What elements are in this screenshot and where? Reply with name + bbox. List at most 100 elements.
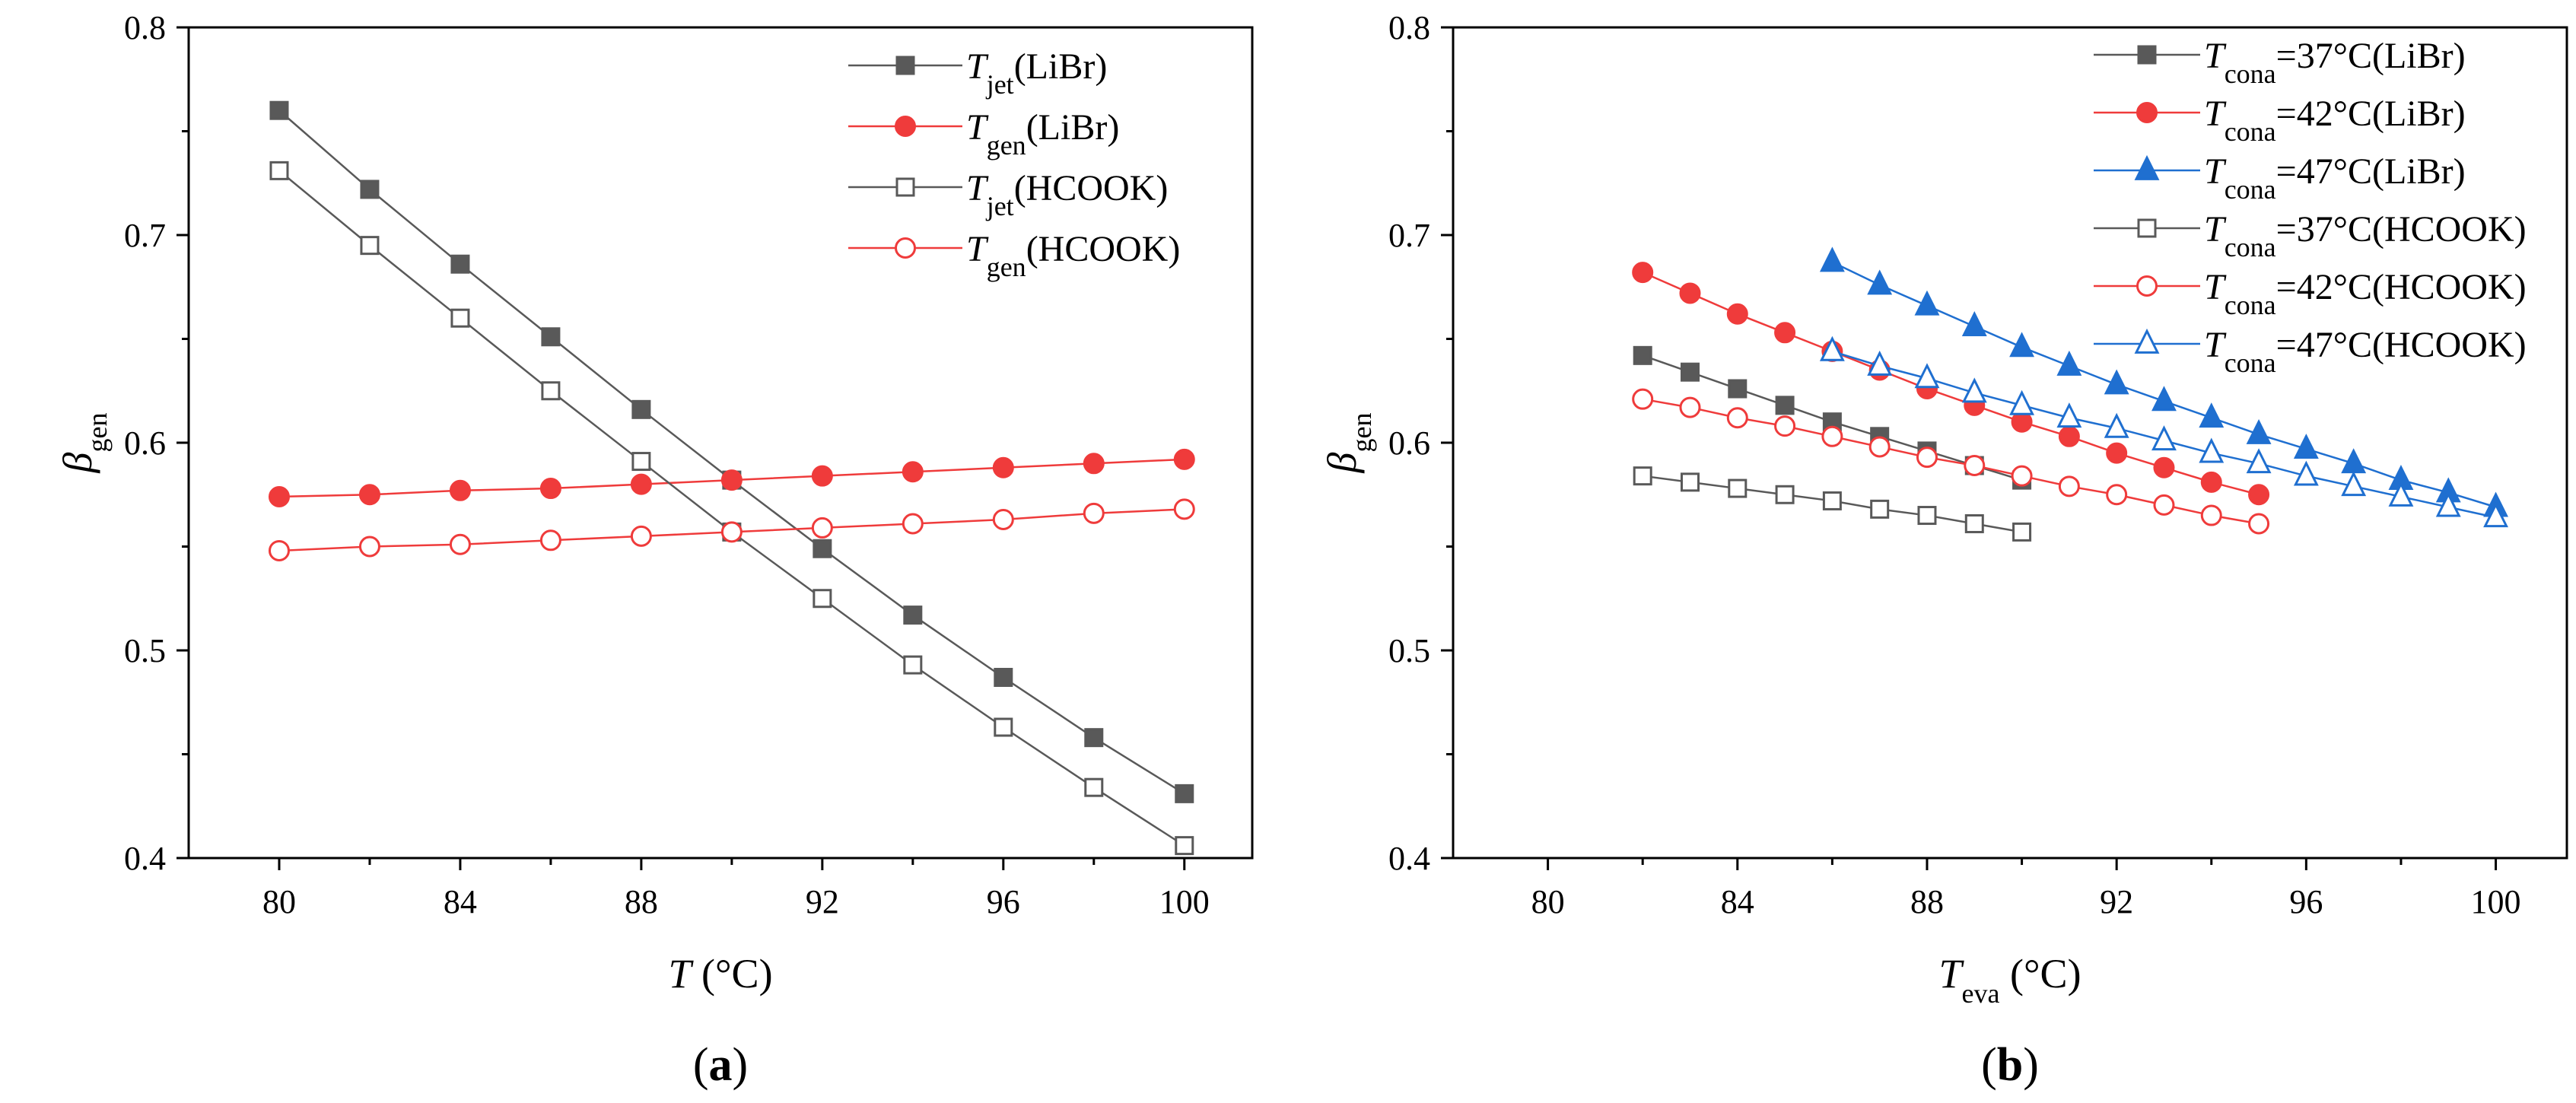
series-4 bbox=[268, 498, 1195, 561]
data-point bbox=[2246, 448, 2272, 474]
data-point bbox=[1173, 498, 1195, 520]
series-2 bbox=[268, 448, 1195, 507]
data-point bbox=[903, 655, 923, 675]
legend-swatch-marker bbox=[2136, 102, 2158, 123]
series-line bbox=[278, 110, 1185, 795]
panel-caption: (b) bbox=[1981, 1039, 2039, 1091]
x-tick-label: 84 bbox=[1721, 883, 1754, 920]
data-point bbox=[1914, 363, 1940, 389]
data-point bbox=[450, 254, 470, 274]
data-point bbox=[2341, 471, 2367, 497]
data-point bbox=[1632, 262, 1654, 284]
data-point bbox=[2151, 386, 2177, 412]
legend-swatch-marker bbox=[2137, 218, 2157, 238]
y-tick-label: 0.8 bbox=[124, 9, 166, 46]
data-point bbox=[2483, 502, 2508, 528]
legend-swatch-marker bbox=[895, 56, 915, 75]
data-point bbox=[2058, 425, 2080, 447]
data-point bbox=[1680, 362, 1700, 382]
data-point bbox=[1175, 836, 1194, 856]
x-axis-title: T (°C) bbox=[668, 951, 772, 997]
x-tick-label: 84 bbox=[444, 883, 477, 920]
legend-item: Tjet(HCOOK) bbox=[848, 168, 1168, 221]
data-point bbox=[1175, 784, 1194, 803]
data-point bbox=[1083, 502, 1105, 524]
data-point bbox=[1868, 436, 1891, 458]
y-tick-label: 0.5 bbox=[124, 632, 166, 669]
data-point bbox=[994, 667, 1013, 687]
data-point bbox=[992, 456, 1014, 478]
data-point bbox=[811, 517, 833, 539]
legend: Tjet(LiBr) Tgen(LiBr) Tjet(HCOOK) Tgen(HCOO… bbox=[848, 46, 1180, 282]
data-point bbox=[2106, 484, 2128, 506]
series-5 bbox=[1632, 388, 2270, 535]
x-tick-label: 92 bbox=[2100, 883, 2133, 920]
legend-item: Tcona=47°C(LiBr) bbox=[2094, 151, 2466, 205]
data-point bbox=[449, 479, 471, 501]
legend-swatch-marker bbox=[895, 177, 915, 197]
data-point bbox=[631, 399, 651, 419]
legend-swatch-marker bbox=[2134, 328, 2160, 354]
data-point bbox=[269, 161, 289, 180]
data-point bbox=[1775, 485, 1795, 504]
data-point bbox=[450, 308, 470, 328]
data-point bbox=[1775, 396, 1795, 415]
series-6 bbox=[1819, 335, 2508, 528]
y-axis-title: βgen bbox=[1319, 413, 1377, 474]
legend-item: Tjet(LiBr) bbox=[848, 46, 1107, 100]
y-axis-title: βgen bbox=[55, 413, 113, 474]
data-point bbox=[541, 381, 561, 401]
y-tick-label: 0.6 bbox=[124, 424, 166, 462]
legend-label: Tgen(LiBr) bbox=[966, 107, 1119, 161]
y-tick-label: 0.7 bbox=[1388, 217, 1430, 254]
data-point bbox=[360, 236, 380, 256]
data-point bbox=[2293, 460, 2319, 486]
data-point bbox=[1679, 396, 1701, 418]
data-point bbox=[1774, 415, 1796, 437]
x-axis-title: Teva (°C) bbox=[1938, 951, 2081, 1009]
legend-item: Tgen(HCOOK) bbox=[848, 229, 1180, 282]
data-point bbox=[2104, 369, 2129, 395]
data-point bbox=[1870, 499, 1890, 519]
data-point bbox=[1728, 478, 1748, 498]
data-point bbox=[1173, 448, 1195, 470]
data-point bbox=[630, 525, 652, 547]
legend-label: Tjet(LiBr) bbox=[966, 46, 1107, 100]
legend-item: Tcona=47°C(HCOOK) bbox=[2094, 325, 2527, 378]
legend-label: Tcona=37°C(HCOOK) bbox=[2204, 209, 2527, 262]
data-point bbox=[630, 473, 652, 495]
data-point bbox=[268, 539, 290, 561]
data-point bbox=[449, 533, 471, 555]
legend-swatch-marker bbox=[2134, 154, 2160, 180]
data-point bbox=[2248, 484, 2270, 506]
data-point bbox=[1774, 322, 1796, 344]
legend-label: Tgen(HCOOK) bbox=[966, 229, 1180, 282]
data-point bbox=[2293, 434, 2319, 459]
legend-label: Tcona=37°C(LiBr) bbox=[2204, 36, 2466, 89]
legend-swatch-marker bbox=[895, 237, 916, 259]
data-point bbox=[903, 606, 923, 625]
data-point bbox=[1632, 388, 1654, 410]
data-point bbox=[1679, 282, 1701, 304]
data-point bbox=[1821, 425, 1843, 447]
data-point bbox=[2056, 350, 2082, 376]
data-point bbox=[2011, 465, 2033, 487]
x-tick-label: 100 bbox=[1159, 883, 1210, 920]
data-point bbox=[2009, 332, 2034, 358]
data-point bbox=[1961, 311, 1987, 336]
data-point bbox=[2151, 425, 2177, 451]
data-point bbox=[1083, 453, 1105, 475]
data-point bbox=[811, 465, 833, 487]
y-tick-label: 0.7 bbox=[124, 217, 166, 254]
legend-label: Tcona=42°C(HCOOK) bbox=[2204, 267, 2527, 320]
data-point bbox=[2056, 402, 2082, 428]
data-point bbox=[2388, 481, 2414, 507]
data-point bbox=[2011, 411, 2033, 433]
chart-panel-a: 80 84 88 92 96 100 0.4 0.5 0.6 0.7 0.8 Tjet(LiBr) Tg… bbox=[55, 9, 1254, 1091]
panel-caption: (a) bbox=[693, 1039, 748, 1091]
x-tick-label: 80 bbox=[262, 883, 296, 920]
y-tick-label: 0.5 bbox=[1388, 632, 1430, 669]
legend: Tcona=37°C(LiBr)Tcona=42°C(LiBr)Tcona=47… bbox=[2094, 36, 2527, 378]
legend-item: Tcona=37°C(LiBr) bbox=[2094, 36, 2466, 89]
